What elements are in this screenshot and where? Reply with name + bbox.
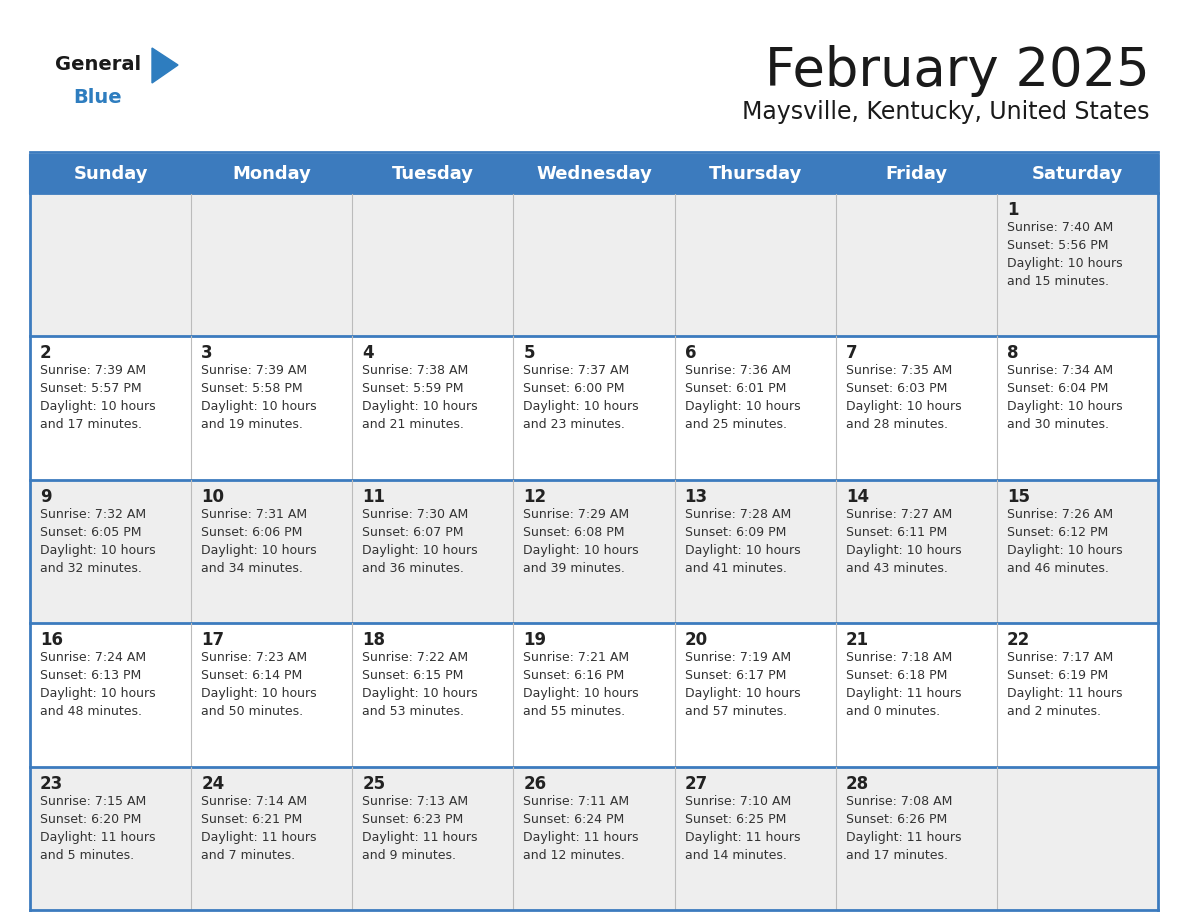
Text: Sunrise: 7:22 AM
Sunset: 6:15 PM
Daylight: 10 hours
and 53 minutes.: Sunrise: 7:22 AM Sunset: 6:15 PM Dayligh…: [362, 651, 478, 718]
Text: Sunrise: 7:10 AM
Sunset: 6:25 PM
Daylight: 11 hours
and 14 minutes.: Sunrise: 7:10 AM Sunset: 6:25 PM Dayligh…: [684, 795, 800, 862]
Text: 16: 16: [40, 632, 63, 649]
Bar: [30, 480, 1158, 623]
Text: Thursday: Thursday: [708, 165, 802, 183]
Text: 28: 28: [846, 775, 868, 792]
Text: Sunrise: 7:08 AM
Sunset: 6:26 PM
Daylight: 11 hours
and 17 minutes.: Sunrise: 7:08 AM Sunset: 6:26 PM Dayligh…: [846, 795, 961, 862]
Text: Sunday: Sunday: [74, 165, 147, 183]
Text: Sunrise: 7:15 AM
Sunset: 6:20 PM
Daylight: 11 hours
and 5 minutes.: Sunrise: 7:15 AM Sunset: 6:20 PM Dayligh…: [40, 795, 156, 862]
Text: Tuesday: Tuesday: [392, 165, 474, 183]
Text: Sunrise: 7:40 AM
Sunset: 5:56 PM
Daylight: 10 hours
and 15 minutes.: Sunrise: 7:40 AM Sunset: 5:56 PM Dayligh…: [1007, 221, 1123, 288]
Text: Sunrise: 7:11 AM
Sunset: 6:24 PM
Daylight: 11 hours
and 12 minutes.: Sunrise: 7:11 AM Sunset: 6:24 PM Dayligh…: [524, 795, 639, 862]
Text: Sunrise: 7:19 AM
Sunset: 6:17 PM
Daylight: 10 hours
and 57 minutes.: Sunrise: 7:19 AM Sunset: 6:17 PM Dayligh…: [684, 651, 801, 718]
Text: 18: 18: [362, 632, 385, 649]
Text: 12: 12: [524, 487, 546, 506]
Text: Sunrise: 7:38 AM
Sunset: 5:59 PM
Daylight: 10 hours
and 21 minutes.: Sunrise: 7:38 AM Sunset: 5:59 PM Dayligh…: [362, 364, 478, 431]
Text: 19: 19: [524, 632, 546, 649]
Text: 5: 5: [524, 344, 535, 363]
Text: 3: 3: [201, 344, 213, 363]
Bar: [30, 155, 1158, 193]
Text: Sunrise: 7:26 AM
Sunset: 6:12 PM
Daylight: 10 hours
and 46 minutes.: Sunrise: 7:26 AM Sunset: 6:12 PM Dayligh…: [1007, 508, 1123, 575]
Text: 2: 2: [40, 344, 51, 363]
Text: 26: 26: [524, 775, 546, 792]
Text: 23: 23: [40, 775, 63, 792]
Text: Sunrise: 7:32 AM
Sunset: 6:05 PM
Daylight: 10 hours
and 32 minutes.: Sunrise: 7:32 AM Sunset: 6:05 PM Dayligh…: [40, 508, 156, 575]
Text: 11: 11: [362, 487, 385, 506]
Text: 8: 8: [1007, 344, 1018, 363]
Text: 25: 25: [362, 775, 385, 792]
Text: Wednesday: Wednesday: [536, 165, 652, 183]
Text: Blue: Blue: [72, 88, 121, 107]
Text: Sunrise: 7:39 AM
Sunset: 5:58 PM
Daylight: 10 hours
and 19 minutes.: Sunrise: 7:39 AM Sunset: 5:58 PM Dayligh…: [201, 364, 317, 431]
Text: Sunrise: 7:30 AM
Sunset: 6:07 PM
Daylight: 10 hours
and 36 minutes.: Sunrise: 7:30 AM Sunset: 6:07 PM Dayligh…: [362, 508, 478, 575]
Text: 22: 22: [1007, 632, 1030, 649]
Text: Sunrise: 7:37 AM
Sunset: 6:00 PM
Daylight: 10 hours
and 23 minutes.: Sunrise: 7:37 AM Sunset: 6:00 PM Dayligh…: [524, 364, 639, 431]
Text: 27: 27: [684, 775, 708, 792]
Text: Saturday: Saturday: [1032, 165, 1123, 183]
Text: 15: 15: [1007, 487, 1030, 506]
Bar: [30, 155, 1158, 193]
Text: 10: 10: [201, 487, 225, 506]
Bar: [30, 767, 1158, 910]
Text: Sunrise: 7:29 AM
Sunset: 6:08 PM
Daylight: 10 hours
and 39 minutes.: Sunrise: 7:29 AM Sunset: 6:08 PM Dayligh…: [524, 508, 639, 575]
Text: February 2025: February 2025: [765, 45, 1150, 97]
Text: Maysville, Kentucky, United States: Maysville, Kentucky, United States: [742, 100, 1150, 124]
Text: Sunrise: 7:31 AM
Sunset: 6:06 PM
Daylight: 10 hours
and 34 minutes.: Sunrise: 7:31 AM Sunset: 6:06 PM Dayligh…: [201, 508, 317, 575]
Text: Sunrise: 7:21 AM
Sunset: 6:16 PM
Daylight: 10 hours
and 55 minutes.: Sunrise: 7:21 AM Sunset: 6:16 PM Dayligh…: [524, 651, 639, 718]
Text: Sunrise: 7:34 AM
Sunset: 6:04 PM
Daylight: 10 hours
and 30 minutes.: Sunrise: 7:34 AM Sunset: 6:04 PM Dayligh…: [1007, 364, 1123, 431]
Text: Sunrise: 7:13 AM
Sunset: 6:23 PM
Daylight: 11 hours
and 9 minutes.: Sunrise: 7:13 AM Sunset: 6:23 PM Dayligh…: [362, 795, 478, 862]
Text: Sunrise: 7:14 AM
Sunset: 6:21 PM
Daylight: 11 hours
and 7 minutes.: Sunrise: 7:14 AM Sunset: 6:21 PM Dayligh…: [201, 795, 317, 862]
Text: Sunrise: 7:23 AM
Sunset: 6:14 PM
Daylight: 10 hours
and 50 minutes.: Sunrise: 7:23 AM Sunset: 6:14 PM Dayligh…: [201, 651, 317, 718]
Text: Sunrise: 7:35 AM
Sunset: 6:03 PM
Daylight: 10 hours
and 28 minutes.: Sunrise: 7:35 AM Sunset: 6:03 PM Dayligh…: [846, 364, 961, 431]
Text: General: General: [55, 55, 141, 74]
Bar: [30, 623, 1158, 767]
Text: 1: 1: [1007, 201, 1018, 219]
Text: 4: 4: [362, 344, 374, 363]
Text: 6: 6: [684, 344, 696, 363]
Text: Sunrise: 7:18 AM
Sunset: 6:18 PM
Daylight: 11 hours
and 0 minutes.: Sunrise: 7:18 AM Sunset: 6:18 PM Dayligh…: [846, 651, 961, 718]
Text: Sunrise: 7:28 AM
Sunset: 6:09 PM
Daylight: 10 hours
and 41 minutes.: Sunrise: 7:28 AM Sunset: 6:09 PM Dayligh…: [684, 508, 801, 575]
Text: 13: 13: [684, 487, 708, 506]
Text: Sunrise: 7:17 AM
Sunset: 6:19 PM
Daylight: 11 hours
and 2 minutes.: Sunrise: 7:17 AM Sunset: 6:19 PM Dayligh…: [1007, 651, 1123, 718]
Polygon shape: [152, 48, 178, 83]
Text: Sunrise: 7:36 AM
Sunset: 6:01 PM
Daylight: 10 hours
and 25 minutes.: Sunrise: 7:36 AM Sunset: 6:01 PM Dayligh…: [684, 364, 801, 431]
Text: Monday: Monday: [233, 165, 311, 183]
Text: 7: 7: [846, 344, 858, 363]
Text: Sunrise: 7:27 AM
Sunset: 6:11 PM
Daylight: 10 hours
and 43 minutes.: Sunrise: 7:27 AM Sunset: 6:11 PM Dayligh…: [846, 508, 961, 575]
Text: 9: 9: [40, 487, 51, 506]
Text: 21: 21: [846, 632, 868, 649]
Text: 24: 24: [201, 775, 225, 792]
Text: Sunrise: 7:24 AM
Sunset: 6:13 PM
Daylight: 10 hours
and 48 minutes.: Sunrise: 7:24 AM Sunset: 6:13 PM Dayligh…: [40, 651, 156, 718]
Text: 20: 20: [684, 632, 708, 649]
Text: Friday: Friday: [885, 165, 947, 183]
Text: 17: 17: [201, 632, 225, 649]
Text: 14: 14: [846, 487, 868, 506]
Bar: [30, 193, 1158, 336]
Bar: [30, 336, 1158, 480]
Text: Sunrise: 7:39 AM
Sunset: 5:57 PM
Daylight: 10 hours
and 17 minutes.: Sunrise: 7:39 AM Sunset: 5:57 PM Dayligh…: [40, 364, 156, 431]
